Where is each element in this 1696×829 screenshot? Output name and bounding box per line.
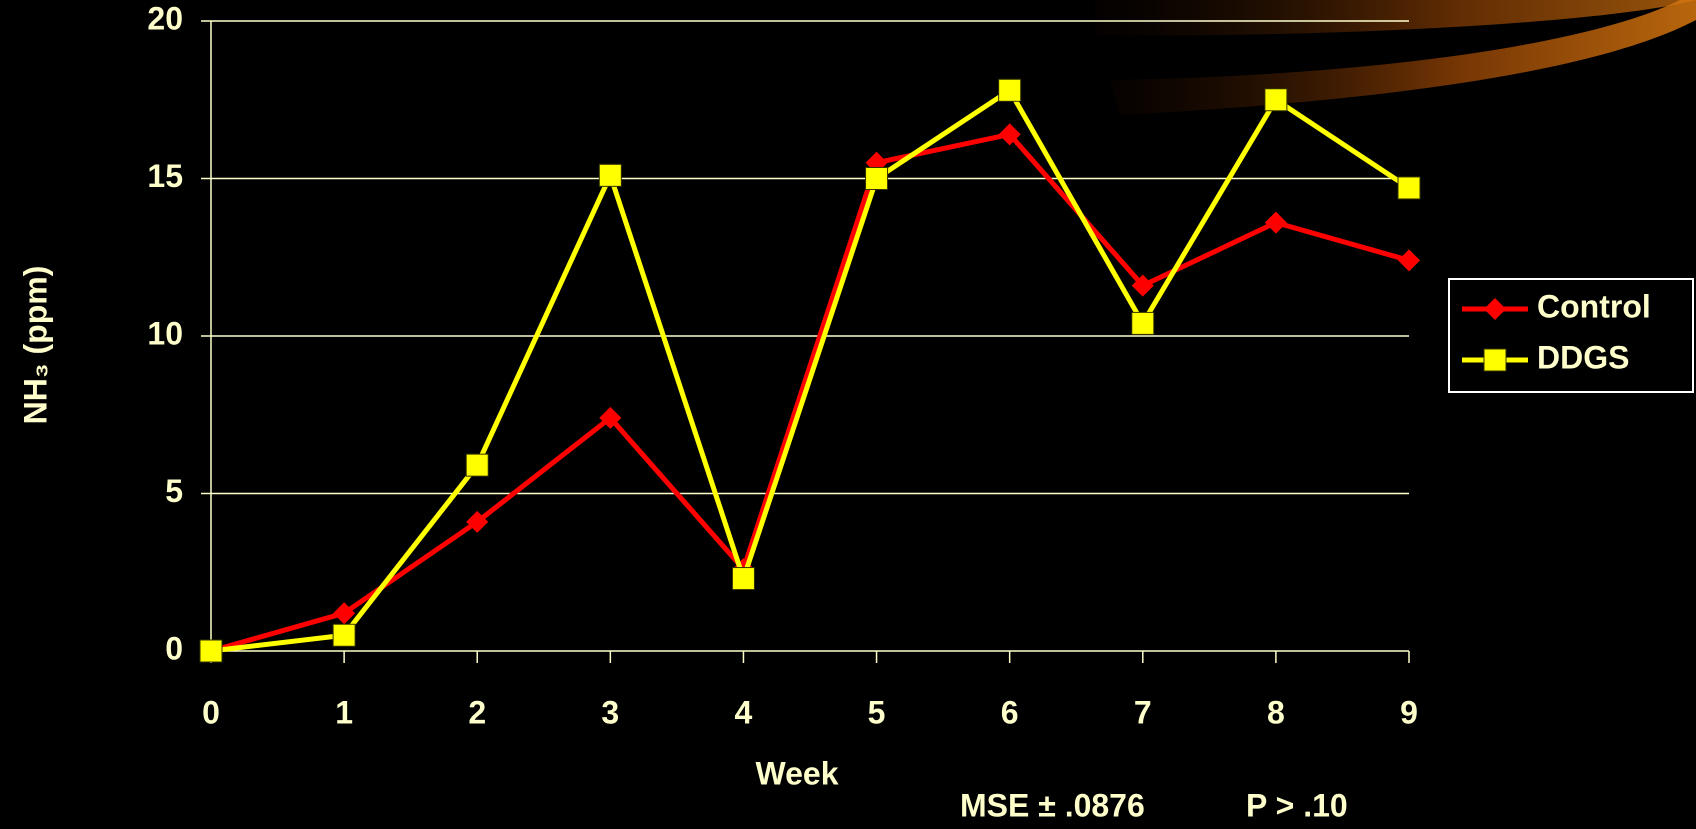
y-axis-label: NH₃ (ppm) [17, 266, 53, 425]
marker [466, 510, 489, 533]
x-tick-label: 9 [1400, 694, 1418, 730]
x-tick-label: 3 [601, 694, 619, 730]
marker [1397, 176, 1421, 200]
marker [333, 602, 356, 625]
marker [1483, 348, 1507, 372]
x-tick-label: 5 [868, 694, 886, 730]
marker [1131, 274, 1154, 297]
series-line [210, 131, 1410, 654]
x-tick-label: 8 [1267, 694, 1285, 730]
marker [1264, 211, 1287, 234]
marker [599, 406, 622, 429]
marker [1264, 88, 1288, 112]
marker [865, 167, 889, 190]
marker [998, 123, 1021, 146]
x-tick-label: 6 [1001, 694, 1019, 730]
x-tick-label: 4 [735, 694, 753, 730]
marker [1484, 298, 1506, 320]
y-tick-label: 10 [147, 315, 183, 351]
marker [332, 623, 356, 647]
marker [598, 163, 622, 187]
y-tick-label: 20 [147, 0, 183, 36]
marker [731, 567, 755, 591]
legend [1448, 278, 1694, 393]
decoration [1095, 0, 1696, 115]
decoration [1095, 0, 1696, 36]
y-tick-label: 15 [147, 158, 183, 194]
y-tick-label: 0 [165, 630, 183, 666]
y-tick-label: 5 [165, 473, 183, 509]
marker [1131, 311, 1155, 335]
marker [998, 78, 1022, 102]
x-tick-label: 7 [1134, 694, 1152, 730]
x-axis-label: Week [755, 755, 838, 791]
x-tick-label: 0 [202, 694, 220, 730]
x-tick-label: 2 [468, 694, 486, 730]
marker [199, 639, 223, 663]
legend-label: Control [1537, 288, 1651, 324]
annotation: P > .10 [1246, 787, 1348, 823]
marker [1398, 249, 1420, 272]
series-line [210, 87, 1411, 654]
x-tick-label: 1 [335, 694, 353, 730]
marker [465, 453, 489, 477]
annotation: MSE ± .0876 [960, 787, 1145, 823]
legend-label: DDGS [1537, 339, 1629, 375]
